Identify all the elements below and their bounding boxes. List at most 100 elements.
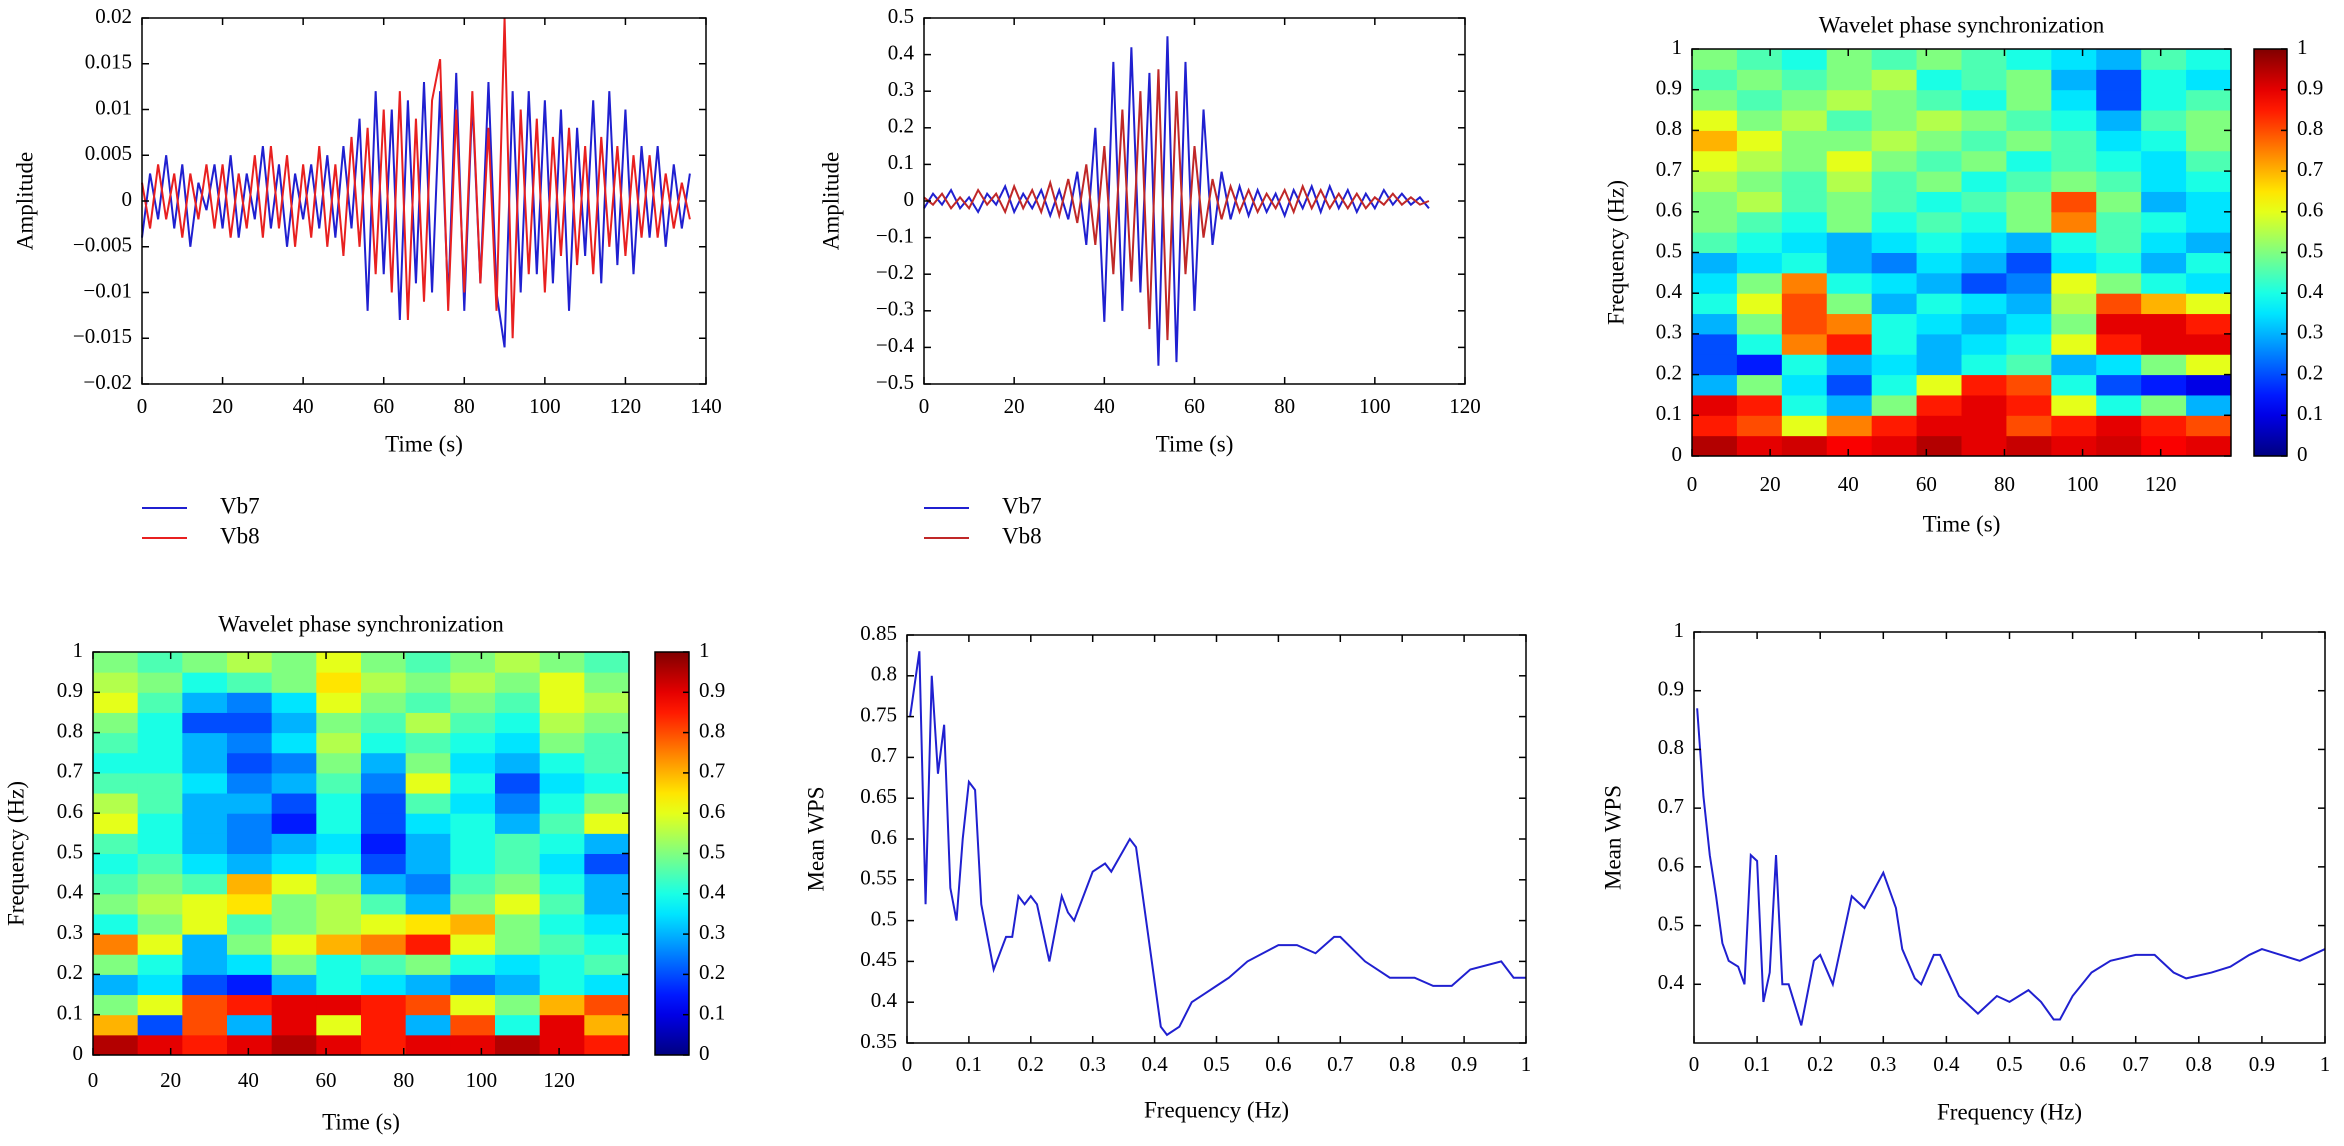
legend-label: Vb7 <box>1002 493 1042 518</box>
heatmap-cell <box>405 813 451 834</box>
heatmap-cell <box>2186 374 2232 396</box>
colorbar-tick-label: 0.9 <box>2297 76 2323 100</box>
heatmap-cell <box>361 752 407 774</box>
colorbar-tick-label: 0.6 <box>699 799 725 823</box>
heatmap-cell <box>361 873 407 895</box>
heatmap-cell <box>2141 272 2187 294</box>
heatmap-cell <box>1916 394 1962 416</box>
heatmap-cell <box>495 712 541 734</box>
y-tick-label: 0.8 <box>871 662 897 686</box>
heatmap-cell <box>584 752 630 774</box>
heatmap-cell <box>2141 191 2187 213</box>
heatmap-cell <box>1826 333 1873 355</box>
heatmap-cell <box>405 833 451 854</box>
y-tick-label: −0.3 <box>876 297 914 321</box>
heatmap-cell <box>2051 110 2097 131</box>
heatmap-cell <box>2096 69 2142 91</box>
y-tick-label: 1 <box>1672 35 1683 59</box>
data-line <box>141 72 691 348</box>
y-tick-label: −0.1 <box>876 223 914 247</box>
heatmap-cell <box>1871 374 1918 396</box>
heatmap-cell <box>2186 252 2232 274</box>
heatmap-cell <box>1916 252 1962 274</box>
heatmap-cell <box>93 772 139 794</box>
heatmap-cell <box>182 1014 228 1036</box>
heatmap-cell <box>1916 333 1962 355</box>
heatmap-cell <box>2096 171 2142 192</box>
heatmap-cell <box>1961 171 2007 192</box>
heatmap-cell <box>2051 130 2097 152</box>
heatmap-cell <box>539 893 585 915</box>
heatmap-cell <box>2006 89 2052 111</box>
heatmap-cell <box>450 752 496 774</box>
heatmap-cell <box>1826 150 1873 172</box>
heatmap-cell <box>1916 171 1962 192</box>
heatmap-cell <box>495 994 541 1016</box>
heatmap-cell <box>1736 89 1783 111</box>
heatmap-cell <box>584 994 630 1016</box>
heatmap-cell <box>1871 130 1918 152</box>
heatmap-cell <box>316 813 362 834</box>
heatmap-cell <box>539 712 585 734</box>
heatmap-cell <box>405 873 451 895</box>
heatmap-cell <box>584 974 630 996</box>
heatmap-cell <box>1961 49 2007 70</box>
heatmap-cell <box>539 772 585 794</box>
x-tick-label: 20 <box>212 394 233 418</box>
heatmap-cell <box>1781 232 1828 253</box>
heatmap-cell <box>2186 415 2232 437</box>
heatmap-cell <box>1916 211 1962 233</box>
colorbar-tick-label: 0.4 <box>2297 279 2324 303</box>
heatmap-cell <box>1736 374 1783 396</box>
heatmap-cell <box>1692 150 1738 172</box>
heatmap-cell <box>2096 130 2142 152</box>
y-tick-label: 0.5 <box>1658 911 1684 935</box>
heatmap-cell <box>316 652 362 673</box>
colorbar-tick-label: 0.7 <box>699 759 725 783</box>
panel: 0 0.1 0.2 0.3 0.4 0.5 0.6 0.7 0.8 0.9 1 0.4 0.5 0.6 0.… <box>1600 618 2330 1124</box>
x-tick-label: 20 <box>1004 394 1025 418</box>
heatmap-cell <box>1736 313 1783 335</box>
heatmap-cell <box>2096 394 2142 416</box>
heatmap-cell <box>227 772 273 794</box>
heatmap-cell <box>93 833 139 854</box>
heatmap-cell <box>1781 110 1828 131</box>
heatmap-cell <box>227 793 273 814</box>
heatmap-cell <box>316 873 362 895</box>
colorbar-tick-label: 0 <box>2297 442 2308 466</box>
heatmap-cell <box>361 994 407 1016</box>
heatmap-cell <box>316 772 362 794</box>
y-tick-label: 0.6 <box>1658 853 1684 877</box>
heatmap-cell <box>1781 374 1828 396</box>
heatmap-cell <box>495 652 541 673</box>
heatmap-cell <box>1692 272 1738 294</box>
heatmap-cell <box>539 652 585 673</box>
x-tick-label: 60 <box>373 394 394 418</box>
heatmap-cell <box>361 712 407 734</box>
heatmap-cell <box>2186 435 2232 457</box>
heatmap-cell <box>1871 333 1918 355</box>
heatmap-cell <box>450 833 496 854</box>
heatmap-cell <box>1736 171 1783 192</box>
heatmap-cell <box>2006 272 2052 294</box>
x-tick-label: 0.3 <box>1870 1052 1896 1076</box>
heatmap-cell <box>2096 272 2142 294</box>
heatmap-cell <box>93 994 139 1016</box>
heatmap-cell <box>271 692 317 713</box>
heatmap-cell <box>539 934 585 955</box>
heatmap-cell <box>1826 89 1873 111</box>
heatmap-cell <box>1961 293 2007 315</box>
heatmap-cell <box>584 772 630 794</box>
heatmap-cell <box>1826 49 1873 70</box>
heatmap-cell <box>271 954 317 975</box>
heatmap-cell <box>316 732 362 754</box>
y-tick-label: −0.4 <box>876 333 915 357</box>
panel: Vb7 Vb8 0 20 40 60 80 100 120 140 −0.02 −0.015 −0.01… <box>12 4 721 548</box>
heatmap-cell <box>271 913 317 935</box>
heatmap-cell <box>2006 110 2052 131</box>
heatmap-cell <box>1916 374 1962 396</box>
heatmap-cell <box>1961 354 2007 376</box>
heatmap-cell <box>405 672 451 693</box>
heatmap-cell <box>137 994 183 1016</box>
heatmap-cell <box>2141 150 2187 172</box>
